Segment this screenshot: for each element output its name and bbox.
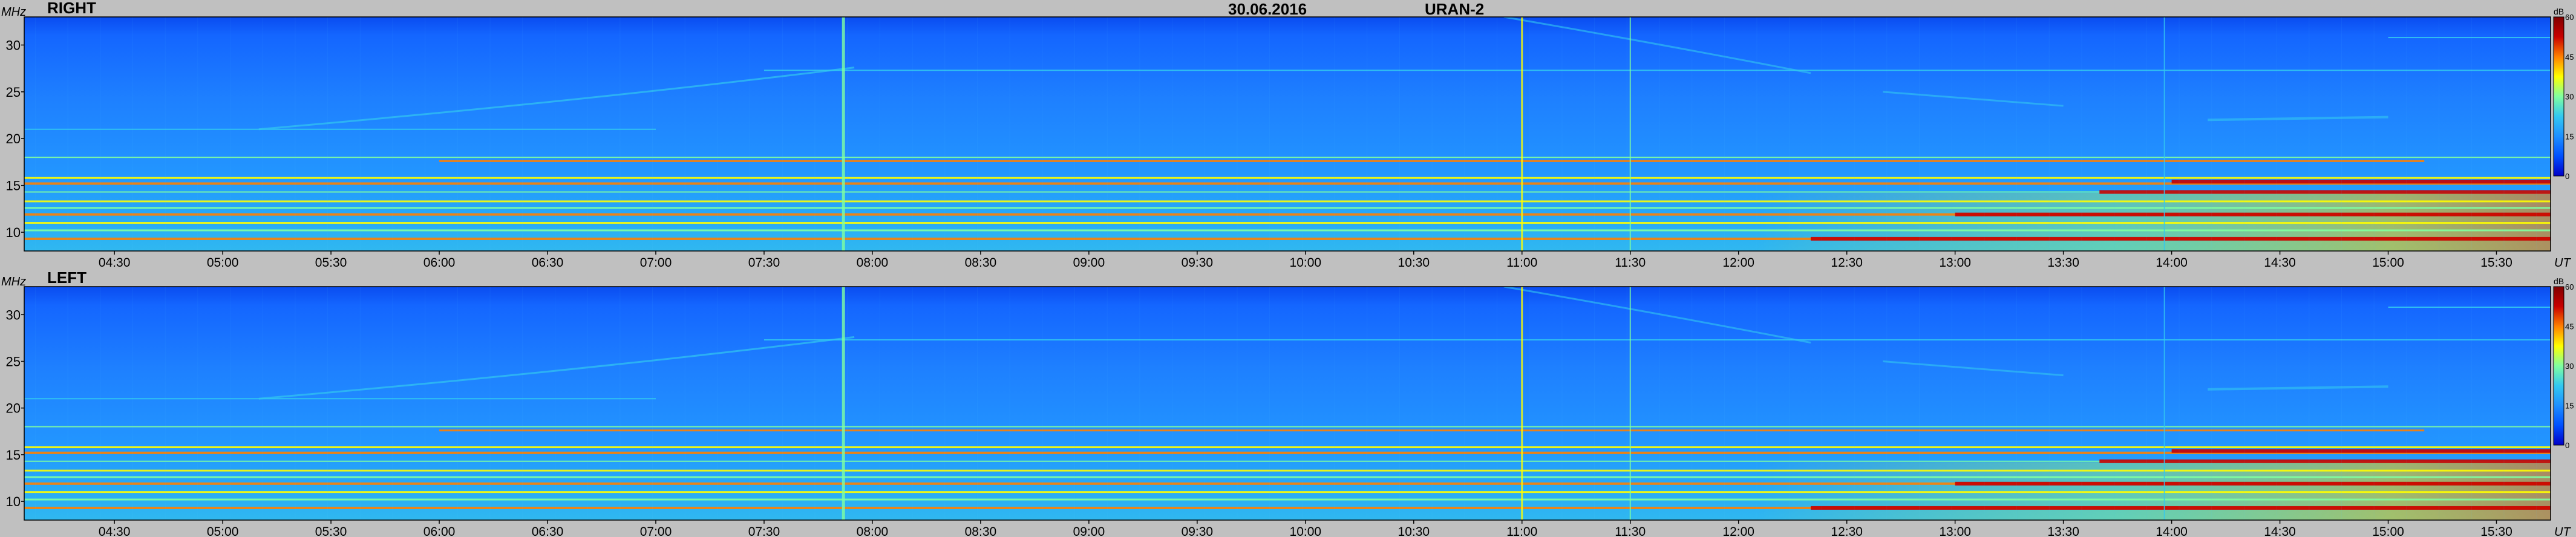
y-tick-label: 25 — [6, 85, 21, 100]
x-tick-label: 15:00 — [2372, 525, 2404, 537]
x-tick-label: 14:30 — [2264, 525, 2296, 537]
x-tick-label: 15:30 — [2480, 525, 2512, 537]
y-tick-label: 30 — [6, 37, 21, 53]
y-axis-label: MHz — [1, 5, 26, 19]
colorbar-tick-label: 60 — [2565, 282, 2574, 291]
colorbar-tick-label: 15 — [2565, 132, 2574, 141]
colorbar-unit: dB — [2554, 7, 2564, 16]
spectrogram-panel-left: LEFT MHz 10 15 20 25 30 04:30 05:00 05:30 06:00 06:… — [1, 268, 2574, 537]
colorbar — [2553, 286, 2565, 446]
x-tick-label: 10:30 — [1398, 525, 1430, 537]
x-tick-label: 06:30 — [532, 256, 564, 270]
x-axis-label: UT — [2554, 256, 2571, 270]
x-tick-label: 10:00 — [1290, 256, 1322, 270]
panel-label: LEFT — [47, 268, 87, 287]
y-tick-label: 30 — [6, 307, 21, 322]
x-tick-label: 07:30 — [748, 525, 780, 537]
x-tick-label: 12:30 — [1831, 525, 1863, 537]
colorbar-tick-label: 30 — [2565, 362, 2574, 371]
x-tick-label: 13:30 — [2047, 525, 2079, 537]
x-tick-label: 06:00 — [423, 525, 456, 537]
colorbar-tick-label: 30 — [2565, 93, 2574, 102]
x-tick-label: 11:30 — [1615, 256, 1646, 270]
x-tick-label: 14:30 — [2264, 256, 2296, 270]
x-axis-label: UT — [2554, 526, 2571, 537]
x-tick-label: 13:30 — [2047, 256, 2079, 270]
colorbar-tick-label: 0 — [2565, 441, 2569, 450]
x-tick-label: 04:30 — [99, 256, 131, 270]
x-tick-label: 05:30 — [315, 525, 347, 537]
colorbar-tick-label: 45 — [2565, 53, 2574, 62]
y-tick-label: 10 — [6, 225, 21, 240]
colorbar-tick-label: 0 — [2565, 172, 2569, 181]
x-tick-label: 07:30 — [748, 256, 780, 270]
station-label: URAN-2 — [1425, 0, 1484, 18]
x-tick-label: 11:00 — [1506, 525, 1537, 537]
x-tick-label: 09:00 — [1073, 256, 1105, 270]
y-axis-label: MHz — [1, 275, 26, 288]
x-tick-label: 09:30 — [1182, 256, 1214, 270]
y-tick-label: 25 — [6, 354, 21, 369]
x-tick-label: 07:00 — [640, 525, 672, 537]
colorbar-unit: dB — [2554, 276, 2564, 286]
x-tick-label: 04:30 — [99, 525, 131, 537]
spectrogram-image — [24, 287, 2551, 520]
date-label: 30.06.2016 — [1228, 0, 1307, 18]
x-tick-label: 07:00 — [640, 256, 672, 270]
spectrogram-image — [24, 17, 2551, 251]
y-tick-label: 15 — [6, 448, 21, 463]
x-tick-label: 05:30 — [315, 256, 347, 270]
x-tick-label: 06:30 — [532, 525, 564, 537]
x-tick-label: 08:00 — [857, 256, 889, 270]
x-tick-label: 14:00 — [2156, 256, 2188, 270]
y-tick-label: 20 — [6, 401, 21, 416]
x-tick-label: 11:00 — [1506, 256, 1537, 270]
x-tick-label: 12:00 — [1722, 256, 1754, 270]
x-tick-label: 05:00 — [207, 525, 239, 537]
x-tick-label: 10:30 — [1398, 256, 1430, 270]
y-tick-label: 10 — [6, 494, 21, 509]
x-tick-label: 12:00 — [1722, 525, 1754, 537]
x-tick-label: 09:30 — [1182, 525, 1214, 537]
x-tick-label: 15:30 — [2480, 256, 2512, 270]
x-tick-label: 05:00 — [207, 256, 239, 270]
x-tick-label: 14:00 — [2156, 525, 2188, 537]
x-tick-label: 08:30 — [965, 256, 997, 270]
x-tick-label: 11:30 — [1615, 525, 1646, 537]
colorbar — [2553, 16, 2565, 177]
x-tick-label: 06:00 — [423, 256, 456, 270]
x-tick-label: 13:00 — [1939, 256, 1971, 270]
colorbar-tick-label: 15 — [2565, 402, 2574, 411]
x-tick-label: 08:00 — [857, 525, 889, 537]
x-tick-label: 15:00 — [2372, 256, 2404, 270]
x-tick-label: 12:30 — [1831, 256, 1863, 270]
x-tick-label: 08:30 — [965, 525, 997, 537]
panel-label: RIGHT — [47, 0, 96, 17]
x-tick-label: 13:00 — [1939, 525, 1971, 537]
x-tick-label: 10:00 — [1290, 525, 1322, 537]
y-tick-label: 20 — [6, 131, 21, 146]
colorbar-tick-label: 45 — [2565, 322, 2574, 331]
x-tick-label: 09:00 — [1073, 525, 1105, 537]
colorbar-tick-label: 60 — [2565, 13, 2574, 22]
y-tick-label: 15 — [6, 178, 21, 194]
